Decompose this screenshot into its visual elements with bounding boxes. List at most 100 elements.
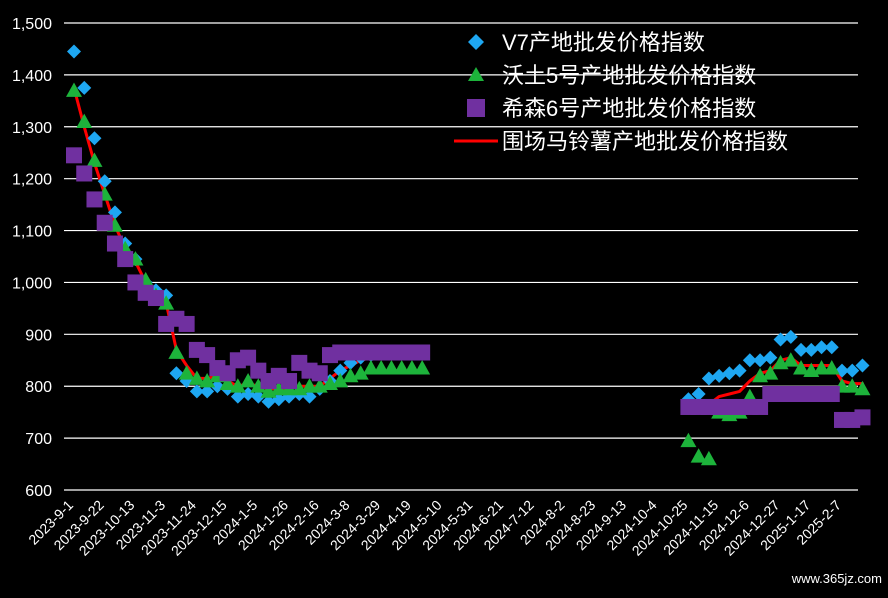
data-point <box>219 365 236 382</box>
data-point <box>199 373 216 388</box>
data-point <box>311 365 328 382</box>
y-tick-label: 1,100 <box>12 224 52 241</box>
data-point <box>86 191 103 208</box>
data-point <box>680 432 697 448</box>
y-tick-label: 1,200 <box>12 172 52 189</box>
data-point <box>414 344 431 361</box>
data-point <box>117 251 134 268</box>
legend-item: 沃土5号产地批发价格指数 <box>468 63 756 88</box>
legend-item: 希森6号产地批发价格指数 <box>467 96 756 121</box>
data-point <box>403 360 420 375</box>
data-point <box>96 214 113 231</box>
watermark-text: www.365jz.com <box>791 571 882 586</box>
legend-marker <box>467 99 485 117</box>
data-point <box>261 394 276 409</box>
legend: V7产地批发价格指数沃土5号产地批发价格指数希森6号产地批发价格指数围场马铃薯产… <box>454 30 788 154</box>
data-point <box>240 373 257 388</box>
data-point <box>168 344 185 359</box>
data-point <box>845 363 860 378</box>
data-point <box>763 350 778 365</box>
data-point <box>823 386 840 403</box>
data-point <box>753 353 768 368</box>
data-point <box>794 342 809 357</box>
data-point <box>783 329 798 344</box>
data-point <box>87 131 102 146</box>
data-point <box>178 365 195 380</box>
data-point <box>823 360 840 375</box>
data-point <box>270 380 287 396</box>
data-point <box>383 360 400 375</box>
legend-label: 希森6号产地批发价格指数 <box>502 96 756 121</box>
y-tick-label: 1,300 <box>12 120 52 137</box>
data-point <box>97 174 112 189</box>
data-point <box>701 371 716 386</box>
data-point <box>229 378 246 393</box>
series-layer <box>66 44 871 466</box>
data-point <box>854 409 871 426</box>
data-point <box>66 82 82 97</box>
legend-label: 沃土5号产地批发价格指数 <box>502 63 756 88</box>
legend-label: 围场马铃薯产地批发价格指数 <box>502 129 788 154</box>
data-point <box>782 352 799 367</box>
data-point <box>844 378 861 393</box>
y-tick-label: 800 <box>25 379 52 396</box>
legend-item: 围场马铃薯产地批发价格指数 <box>454 129 788 154</box>
legend-marker <box>468 67 484 81</box>
data-point <box>373 360 390 375</box>
data-point <box>712 368 727 383</box>
y-axis-ticks: 600 700 800 900 1,000 1,100 1,200 1,300 1,400 1,5… <box>12 16 52 500</box>
data-point <box>219 375 236 391</box>
data-point <box>281 373 298 390</box>
data-point <box>333 363 348 378</box>
data-point <box>762 365 779 380</box>
data-point <box>66 147 82 164</box>
data-point <box>742 353 757 368</box>
data-point <box>352 365 369 380</box>
data-point <box>147 290 164 307</box>
data-point <box>690 448 707 463</box>
data-point <box>86 152 103 167</box>
data-point <box>67 44 81 59</box>
data-point <box>76 113 93 128</box>
data-point <box>691 387 706 402</box>
data-point <box>200 384 215 399</box>
y-tick-label: 1,500 <box>12 16 52 33</box>
data-point <box>773 332 788 347</box>
data-point <box>199 347 216 364</box>
data-point <box>301 378 318 393</box>
data-point <box>854 380 871 396</box>
data-point <box>77 80 92 95</box>
data-point <box>804 342 819 357</box>
data-point <box>189 384 204 399</box>
data-point <box>362 360 379 375</box>
data-point <box>793 360 810 375</box>
y-tick-label: 700 <box>25 431 52 448</box>
data-point <box>732 363 747 378</box>
data-point <box>700 450 717 466</box>
data-point <box>814 340 829 355</box>
data-point <box>855 358 870 373</box>
data-point <box>251 389 266 404</box>
data-point <box>414 360 431 375</box>
data-point <box>230 389 245 404</box>
legend-marker <box>468 34 484 50</box>
y-tick-label: 900 <box>25 327 52 344</box>
legend-item: V7产地批发价格指数 <box>468 30 705 55</box>
data-point <box>752 398 769 415</box>
legend-label: V7产地批发价格指数 <box>502 30 705 55</box>
data-point <box>393 360 410 375</box>
data-point <box>813 360 830 375</box>
y-tick-label: 1,400 <box>12 68 52 85</box>
y-tick-label: 600 <box>25 483 52 500</box>
data-point <box>188 370 205 385</box>
y-tick-label: 1,000 <box>12 275 52 292</box>
data-point <box>76 165 93 182</box>
data-point <box>240 349 257 366</box>
data-point <box>169 366 184 381</box>
data-point <box>722 366 737 381</box>
data-point <box>824 340 839 355</box>
data-point <box>106 235 123 252</box>
data-point <box>332 373 349 388</box>
